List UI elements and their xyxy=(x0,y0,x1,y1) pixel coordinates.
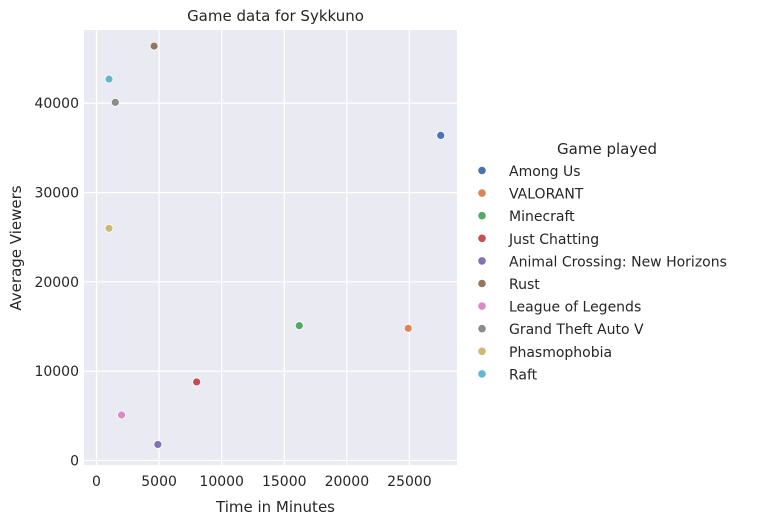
data-point-5 xyxy=(153,440,163,449)
legend-title: Game played xyxy=(557,140,657,158)
legend-label-7: League of Legends xyxy=(509,300,641,316)
data-point-7 xyxy=(117,410,126,420)
plot-area: 0 5000 10000 15000 20000 25000 0 10000 20000 3000… xyxy=(34,30,457,490)
legend-label-1: Among Us xyxy=(509,164,581,180)
data-point-3 xyxy=(294,321,304,331)
y-axis-label: Average Viewers xyxy=(7,185,25,310)
legend-marker-7 xyxy=(477,301,487,311)
legend-label-5: Animal Crossing: New Horizons xyxy=(509,254,727,270)
legend-marker-2 xyxy=(477,188,487,198)
legend-label-6: Rust xyxy=(509,277,540,293)
x-tick-label: 5000 xyxy=(141,474,177,490)
data-point-8 xyxy=(110,97,120,107)
legend-marker-6 xyxy=(477,278,487,289)
data-point-1 xyxy=(436,131,446,140)
data-point-10 xyxy=(104,74,114,84)
y-tick-label: 10000 xyxy=(34,364,79,380)
legend-label-3: Minecraft xyxy=(509,209,575,225)
plot-background xyxy=(84,30,457,465)
data-point-4 xyxy=(192,377,202,387)
legend-marker-1 xyxy=(477,165,487,176)
legend-marker-8 xyxy=(477,324,487,334)
data-point-9 xyxy=(104,223,114,233)
x-tick-label: 25000 xyxy=(387,474,432,490)
legend-marker-3 xyxy=(477,211,487,221)
x-tick-label: 10000 xyxy=(199,474,244,490)
legend-label-9: Phasmophobia xyxy=(509,345,612,361)
legend-label-8: Grand Theft Auto V xyxy=(509,322,644,338)
x-tick-label: 20000 xyxy=(325,474,370,490)
y-tick-label: 0 xyxy=(70,454,79,470)
x-tick-label: 15000 xyxy=(262,474,307,490)
legend-label-2: VALORANT xyxy=(509,187,584,203)
legend-marker-10 xyxy=(477,369,487,379)
legend-marker-5 xyxy=(477,256,487,266)
legend-marker-9 xyxy=(477,346,487,356)
y-tick-label: 40000 xyxy=(34,96,79,112)
data-point-2 xyxy=(403,323,413,333)
legend: Game played Among Us VALORANT Minecraft Jus… xyxy=(477,140,727,383)
data-point-6 xyxy=(149,41,159,51)
legend-label-4: Just Chatting xyxy=(508,232,599,248)
chart-title: Game data for Sykkuno xyxy=(187,7,364,25)
y-tick-label: 30000 xyxy=(34,186,79,202)
x-axis-label: Time in Minutes xyxy=(215,498,335,516)
y-tick-label: 20000 xyxy=(34,275,79,291)
x-tick-label: 0 xyxy=(92,474,101,490)
legend-label-10: Raft xyxy=(509,367,538,383)
legend-marker-4 xyxy=(477,233,487,243)
